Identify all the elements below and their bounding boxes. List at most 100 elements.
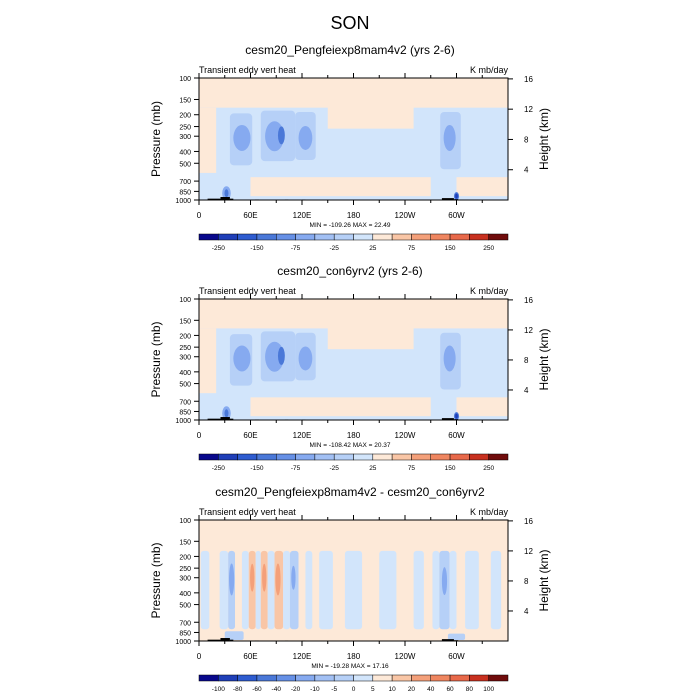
stats-label: MIN = -108.42 MAX = 20.37 (310, 442, 391, 449)
diff-column (319, 550, 333, 630)
colorbar-label: 25 (369, 465, 377, 472)
lower-positive-region (250, 397, 431, 417)
terrain-mask (441, 418, 454, 420)
panel-left-label: Transient eddy vert heat (199, 507, 296, 517)
y-axis-title-right: Height (km) (537, 549, 551, 611)
colorbar-box (372, 674, 393, 682)
diff-surface (224, 631, 244, 640)
colorbar-label: -5 (331, 686, 337, 693)
colorbar-label: -75 (291, 465, 301, 472)
stats-label: MIN = -109.26 MAX = 22.49 (310, 222, 391, 229)
terrain-mask (220, 197, 230, 200)
colorbar-label: -25 (329, 245, 339, 252)
heatmap-field (199, 78, 508, 200)
colorbar-box (295, 233, 316, 241)
colorbar-box (218, 233, 238, 241)
diff-column (465, 550, 479, 630)
diff-column (267, 550, 275, 630)
y-axis-title-right: Height (km) (537, 328, 551, 390)
x-tick-label: 120W (395, 211, 416, 220)
y-tick-label: 200 (179, 333, 191, 340)
heatmap-field (199, 299, 508, 420)
y-tick-label: 850 (179, 409, 191, 416)
diff-column (298, 550, 306, 630)
colorbar-box (333, 674, 354, 682)
colorbar-box (411, 233, 431, 241)
colorbar-box (449, 453, 470, 461)
colorbar-label: 40 (427, 686, 435, 693)
colorbar-box (372, 233, 393, 241)
height-tick-label: 8 (524, 356, 529, 365)
x-tick-label: 60W (448, 431, 465, 440)
colorbar-label: -25 (329, 465, 339, 472)
colorbar-label: -100 (212, 686, 225, 693)
height-tick-label: 4 (524, 166, 529, 175)
y-tick-label: 1000 (175, 639, 191, 646)
y-axis-title: Pressure (mb) (149, 101, 163, 177)
colorbar-box (256, 674, 277, 682)
y-tick-label: 500 (179, 161, 191, 168)
lower-positive-region (456, 177, 508, 197)
colorbar-box (276, 233, 296, 241)
storm-core (298, 125, 313, 150)
terrain-mask (229, 639, 234, 641)
terrain-mask (220, 638, 230, 641)
panel-left-label: Transient eddy vert heat (199, 65, 296, 75)
terrain-mask (207, 198, 221, 200)
colorbar-box (430, 674, 451, 682)
height-tick-label: 12 (524, 547, 533, 556)
lower-positive-region (456, 397, 508, 417)
colorbar-box (333, 453, 354, 461)
colorbar-box (314, 674, 335, 682)
terrain-mask (441, 198, 454, 200)
diff-column (305, 550, 313, 630)
terrain-mask (207, 418, 221, 420)
x-tick-label: 120W (395, 652, 416, 661)
x-tick-label: 180 (347, 652, 361, 661)
colorbar-label: 250 (483, 245, 494, 252)
y-tick-label: 300 (179, 355, 191, 362)
colorbar-box (430, 233, 451, 241)
panel-units-label: K mb/day (470, 286, 509, 296)
x-tick-label: 0 (197, 652, 202, 661)
heatmap-field (199, 520, 508, 641)
colorbar-box (449, 674, 470, 682)
x-tick-label: 60E (243, 431, 257, 440)
y-axis-title-right: Height (km) (537, 108, 551, 170)
height-tick-label: 8 (524, 135, 529, 144)
colorbar-box (391, 453, 412, 461)
storm-core (277, 346, 285, 365)
colorbar-label: -150 (250, 465, 263, 472)
colorbar-box (353, 233, 374, 241)
colorbar-label: -150 (250, 245, 263, 252)
colorbar-box (488, 674, 509, 682)
x-tick-label: 60E (243, 211, 257, 220)
colorbar-box (256, 453, 277, 461)
storm-core (277, 126, 285, 145)
y-tick-label: 200 (179, 113, 191, 120)
storm-core (298, 346, 313, 371)
colorbar-label: -60 (252, 686, 262, 693)
diff-core (229, 563, 235, 596)
diff-core (291, 565, 296, 590)
diff-column (289, 550, 299, 630)
colorbar-label: -10 (310, 686, 320, 693)
y-tick-label: 500 (179, 603, 191, 610)
tropical-positive-region (199, 328, 217, 394)
y-tick-label: 250 (179, 345, 191, 352)
colorbar-label: 5 (371, 686, 375, 693)
colorbar-box (237, 453, 258, 461)
colorbar: -250 -150 -75 -25 25 75 150 250 (198, 453, 509, 472)
colorbar-box (198, 674, 219, 682)
colorbar-label: 100 (483, 686, 494, 693)
x-tick-label: 0 (197, 211, 202, 220)
diff-column (379, 550, 397, 630)
diff-column (219, 550, 229, 630)
terrain-mask (229, 198, 234, 200)
y-tick-label: 850 (179, 630, 191, 637)
panel-2: cesm20_con6yrv2 (yrs 2-6) Transient eddy … (149, 264, 551, 472)
diff-column (241, 550, 249, 630)
y-axis-title: Pressure (mb) (149, 542, 163, 618)
height-tick-label: 8 (524, 577, 529, 586)
